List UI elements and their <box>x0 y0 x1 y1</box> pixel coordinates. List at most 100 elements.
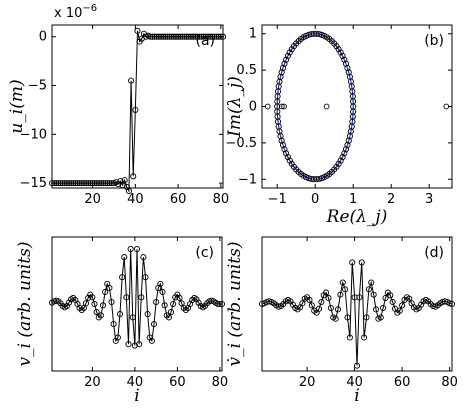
panel-a: 20 40 60 80 0 −5 −10 −15 (a) x 10−6 u_i(m) <box>7 3 229 207</box>
data-point-a <box>102 180 109 187</box>
x-tick-label-d: 60 <box>394 375 411 390</box>
eigenvalue-point <box>278 137 285 144</box>
data-point-a <box>157 33 165 40</box>
data-point-d <box>351 294 358 301</box>
data-point-a <box>183 33 190 40</box>
data-point-d <box>372 306 380 313</box>
data-point-d <box>399 302 406 309</box>
y-multiplier: x 10−6 <box>54 3 97 21</box>
x-tick-label-d: 40 <box>346 375 363 390</box>
x-tick-label-c: 40 <box>127 375 144 390</box>
data-point-c <box>150 321 158 328</box>
data-point-d <box>363 314 370 321</box>
data-point-a <box>170 33 177 40</box>
data-point-d <box>323 289 330 296</box>
data-point-d <box>344 314 351 321</box>
data-point-c <box>99 302 107 309</box>
data-point-a <box>87 180 94 187</box>
y-axis-label-a: u_i(m) <box>7 79 27 133</box>
x-tick-label-c: 80 <box>212 375 229 390</box>
eigenvalue-point <box>341 56 348 63</box>
data-point-a <box>149 33 156 40</box>
data-point-d <box>334 306 342 313</box>
x-tick-label-d: 20 <box>299 375 316 390</box>
data-point-a <box>215 33 222 40</box>
data-point-d <box>318 298 325 306</box>
x-tick-label-c: 20 <box>84 375 101 390</box>
data-point-c <box>91 300 98 308</box>
eigenvalue-point <box>279 142 287 149</box>
data-point-a <box>153 33 160 40</box>
data-point-d <box>380 304 387 312</box>
data-point-a <box>168 33 175 40</box>
data-point-a <box>190 33 197 40</box>
data-point-a <box>164 33 171 40</box>
data-point-a <box>70 180 77 187</box>
data-point-a <box>207 33 214 40</box>
eigenvalue-point <box>288 46 295 53</box>
x-tick-label-c: 60 <box>169 375 186 390</box>
data-point-c <box>218 300 226 308</box>
data-point-d <box>299 300 306 307</box>
data-point-a <box>66 180 73 187</box>
eigenvalue-point <box>264 103 271 110</box>
data-point-a <box>213 33 220 40</box>
eigenvalue-point <box>443 103 450 110</box>
panel-d: 20 40 60 80 (d) i v̇_i (arb. units) <box>225 236 458 406</box>
data-point-d <box>370 291 377 298</box>
unit-circle <box>276 33 354 180</box>
plot-frame-a <box>51 24 224 189</box>
data-point-c <box>102 288 109 295</box>
data-point-d <box>448 300 456 308</box>
data-point-a <box>98 180 105 187</box>
data-point-a <box>155 33 162 40</box>
panel-label-b: (b) <box>424 33 444 49</box>
data-point-a <box>55 180 62 187</box>
data-point-d <box>377 314 384 321</box>
data-point-a <box>211 33 218 40</box>
eigenvalue-point <box>316 175 323 182</box>
data-point-c <box>144 310 151 318</box>
data-point-d <box>308 302 315 309</box>
data-point-c <box>129 314 136 321</box>
data-point-c <box>140 254 147 261</box>
data-point-d <box>346 334 353 341</box>
eigenvalue-point <box>345 69 352 76</box>
x-axis-label-d: i <box>354 386 359 406</box>
data-point-a <box>160 33 167 40</box>
data-point-d <box>263 298 270 306</box>
data-point-c <box>159 288 166 295</box>
data-point-a <box>196 33 203 40</box>
eigenvalue-point <box>339 52 346 60</box>
data-point-c <box>93 308 100 316</box>
data-point-d <box>368 279 375 286</box>
data-point-d <box>349 259 356 266</box>
series-line-d <box>261 262 453 366</box>
eigenvalue-point <box>281 60 288 67</box>
data-point-a <box>185 33 192 40</box>
eigenvalue-point <box>337 49 344 56</box>
data-point-a <box>175 33 182 40</box>
y-tick-label-b: 0 <box>249 100 257 115</box>
eigenvalue-point <box>279 64 287 71</box>
data-point-c <box>119 274 126 281</box>
x-tick-label-b: 3 <box>425 192 433 207</box>
data-point-a <box>219 33 227 40</box>
data-point-a <box>100 180 107 187</box>
eigenvalue-point <box>341 150 348 157</box>
eigenvalue-point <box>283 150 290 157</box>
data-point-c <box>125 341 132 348</box>
data-point-a <box>194 33 201 40</box>
eigenvalue-point <box>286 157 293 164</box>
data-point-a <box>134 27 141 34</box>
y-tick-label-a: −5 <box>28 79 47 94</box>
data-point-c <box>157 280 164 287</box>
data-point-a <box>209 33 216 40</box>
data-point-a <box>147 33 154 40</box>
data-point-a <box>130 173 137 180</box>
data-point-a <box>83 180 90 187</box>
data-point-c <box>114 334 121 341</box>
x-tick-label-b: 1 <box>349 192 357 207</box>
data-point-c <box>148 337 155 344</box>
data-point-c <box>165 314 172 321</box>
